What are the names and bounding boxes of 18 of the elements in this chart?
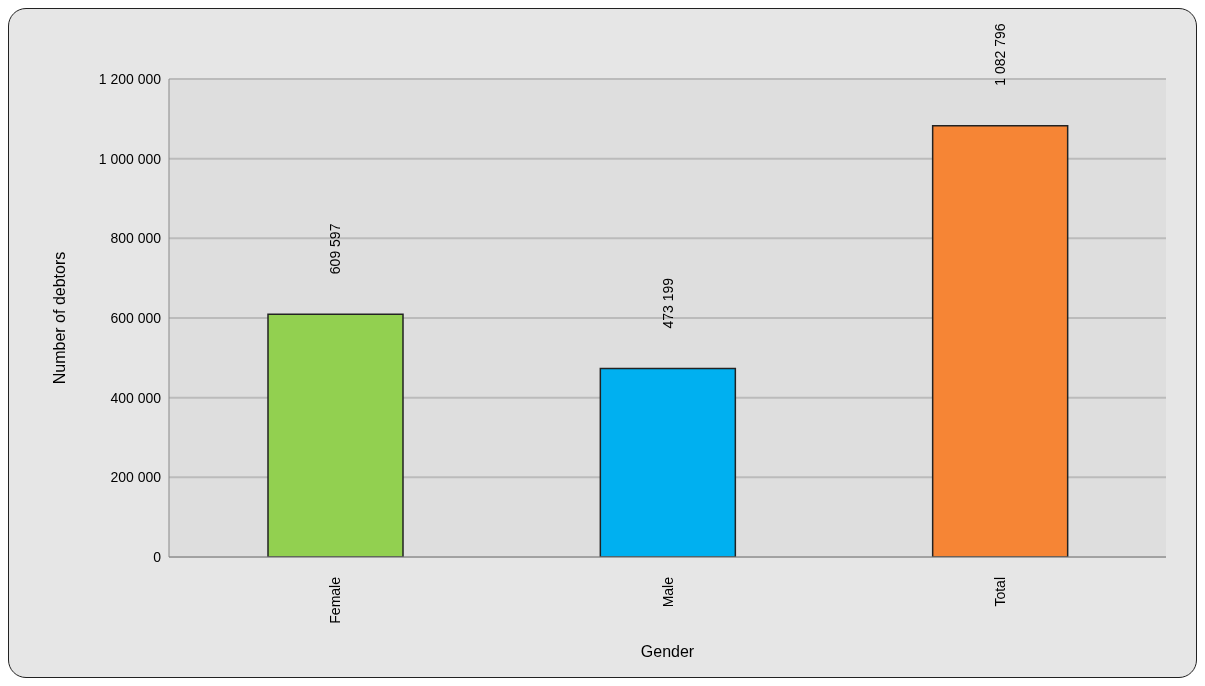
y-tick-label: 0 [153, 548, 162, 565]
y-tick-label: 200 000 [110, 469, 162, 486]
y-axis-title: Number of debtors [50, 251, 68, 385]
y-tick-label: 800 000 [110, 230, 162, 247]
x-axis-title: Gender [640, 643, 695, 660]
y-tick-label: 600 000 [110, 309, 162, 326]
x-tick-label: Male [659, 576, 676, 608]
y-tick-label: 400 000 [110, 389, 162, 406]
data-label: 1 082 796 [992, 23, 1009, 86]
data-label: 609 597 [327, 223, 344, 275]
bar [931, 124, 1069, 557]
y-tick-label: 1 200 000 [98, 70, 162, 87]
bar [267, 313, 404, 557]
data-label: 473 199 [659, 277, 676, 329]
y-tick-label: 1 000 000 [98, 150, 162, 167]
bar [599, 367, 737, 557]
x-tick-label: Female [327, 576, 344, 624]
x-tick-label: Total [991, 577, 1008, 607]
